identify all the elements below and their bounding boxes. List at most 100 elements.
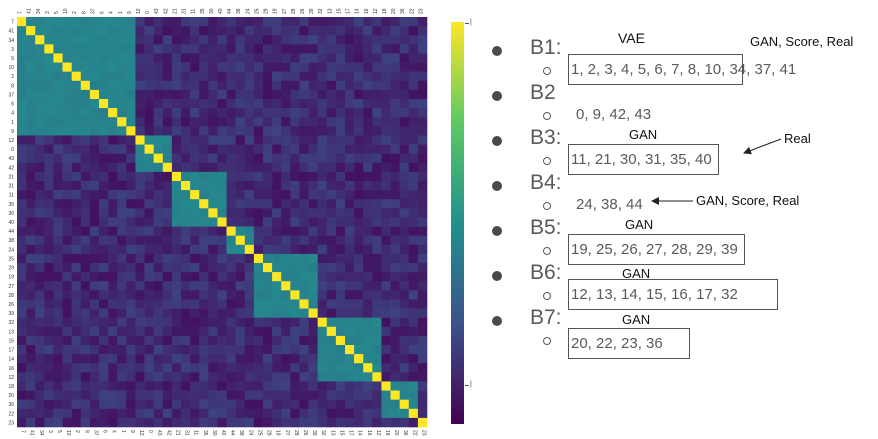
heatmap-cell [317,272,328,282]
heatmap-cell [80,135,91,145]
heatmap-cell [381,326,391,337]
heatmap-cell [26,354,36,364]
heatmap-cell [17,199,27,209]
heatmap-cell [408,35,419,45]
heatmap-cell [263,89,273,100]
heatmap-cell [89,390,100,400]
heatmap-cell [99,89,109,100]
heatmap-cell [199,171,209,182]
heatmap-cell [199,263,209,273]
heatmap-cell [226,408,236,419]
heatmap-cell [26,199,36,209]
heatmap-cell [308,390,318,400]
heatmap-cell [153,181,164,191]
heatmap-cell [235,217,246,227]
heatmap-cell [308,335,318,346]
heatmap-cell [135,335,145,346]
heatmap-cell [53,171,63,182]
heatmap-cell [244,263,255,273]
heatmap-cell [253,372,264,382]
heatmap-cell [153,326,164,337]
heatmap-cell [354,263,364,273]
heatmap-cell [80,71,91,82]
heatmap-cell [354,235,364,246]
heatmap-cell [217,190,227,200]
heatmap-cell [153,89,164,100]
heatmap-cell [71,244,82,255]
heatmap-cell [117,62,127,72]
x-tick-label: 5 [54,11,60,14]
heatmap-cell [299,263,309,273]
x-tick-label: 39 [309,8,315,14]
heatmap-cell [226,62,236,72]
heatmap-cell [117,317,127,328]
heatmap-cell [235,372,246,382]
heatmap-cell [126,399,136,410]
heatmap-cell [17,181,27,191]
x-tick-label-bottom: 40 [220,430,226,436]
heatmap-cell [181,308,191,318]
heatmap-cell [108,263,118,273]
heatmap-cell [290,417,300,428]
colorbar-label-bottom: | [470,381,472,388]
heatmap-cell [326,263,337,273]
heatmap-cell [44,408,54,419]
heatmap-cell [217,217,227,227]
x-tick-label-bottom: 39 [311,430,317,436]
heatmap-cell [381,35,391,45]
heatmap-cell [390,89,400,100]
heatmap-cell [299,89,309,100]
heatmap-cell [26,253,36,264]
heatmap-cell [226,135,236,145]
heatmap-cell [190,117,200,127]
heatmap-cell [53,372,63,382]
heatmap-cell [281,208,291,218]
heatmap-cell [71,135,82,145]
heatmap-cell [190,226,200,236]
heatmap-cell [226,290,236,300]
heatmap-cell [345,26,355,36]
heatmap-cell [372,53,382,63]
heatmap-cell [263,17,273,27]
heatmap-cell [17,417,27,428]
heatmap-cell [80,372,91,382]
heatmap-cell [226,345,236,355]
heatmap-cell [162,17,173,27]
heatmap-cell [153,354,164,364]
heatmap-cell [17,345,27,355]
heatmap-cell [153,226,164,236]
heatmap-cell [217,308,227,318]
heatmap-cell [62,80,72,91]
heatmap-cell [181,399,191,410]
heatmap-cell [299,80,309,91]
heatmap-cell [44,363,54,373]
heatmap-cell [26,381,36,391]
heatmap-cell [126,71,136,82]
heatmap-cell [345,263,355,273]
heatmap-cell [335,317,346,328]
heatmap-cell [299,290,309,300]
heatmap-cell [89,71,100,82]
heatmap-cell [235,162,246,173]
heatmap-cell [226,335,236,346]
heatmap-cell [281,80,291,91]
heatmap-cell [199,253,209,264]
heatmap-cell [408,89,419,100]
heatmap-cell [53,135,63,145]
heatmap-cell [281,144,291,154]
heatmap-cell [263,390,273,400]
x-tick-label: 18 [382,8,388,14]
heatmap-cell [190,345,200,355]
heatmap-cell [299,26,309,36]
heatmap-cell [235,290,246,300]
x-tick-label-bottom: 27 [284,430,290,436]
sub-bullet-circle [543,67,551,75]
heatmap-cell [190,335,200,346]
heatmap-cell [80,126,91,136]
y-tick-label: 28 [8,293,14,299]
x-tick-label: 12 [136,8,142,14]
heatmap-cell [399,417,410,428]
heatmap-cell [144,326,154,337]
heatmap-cell [80,335,91,346]
heatmap-cell [199,244,209,255]
